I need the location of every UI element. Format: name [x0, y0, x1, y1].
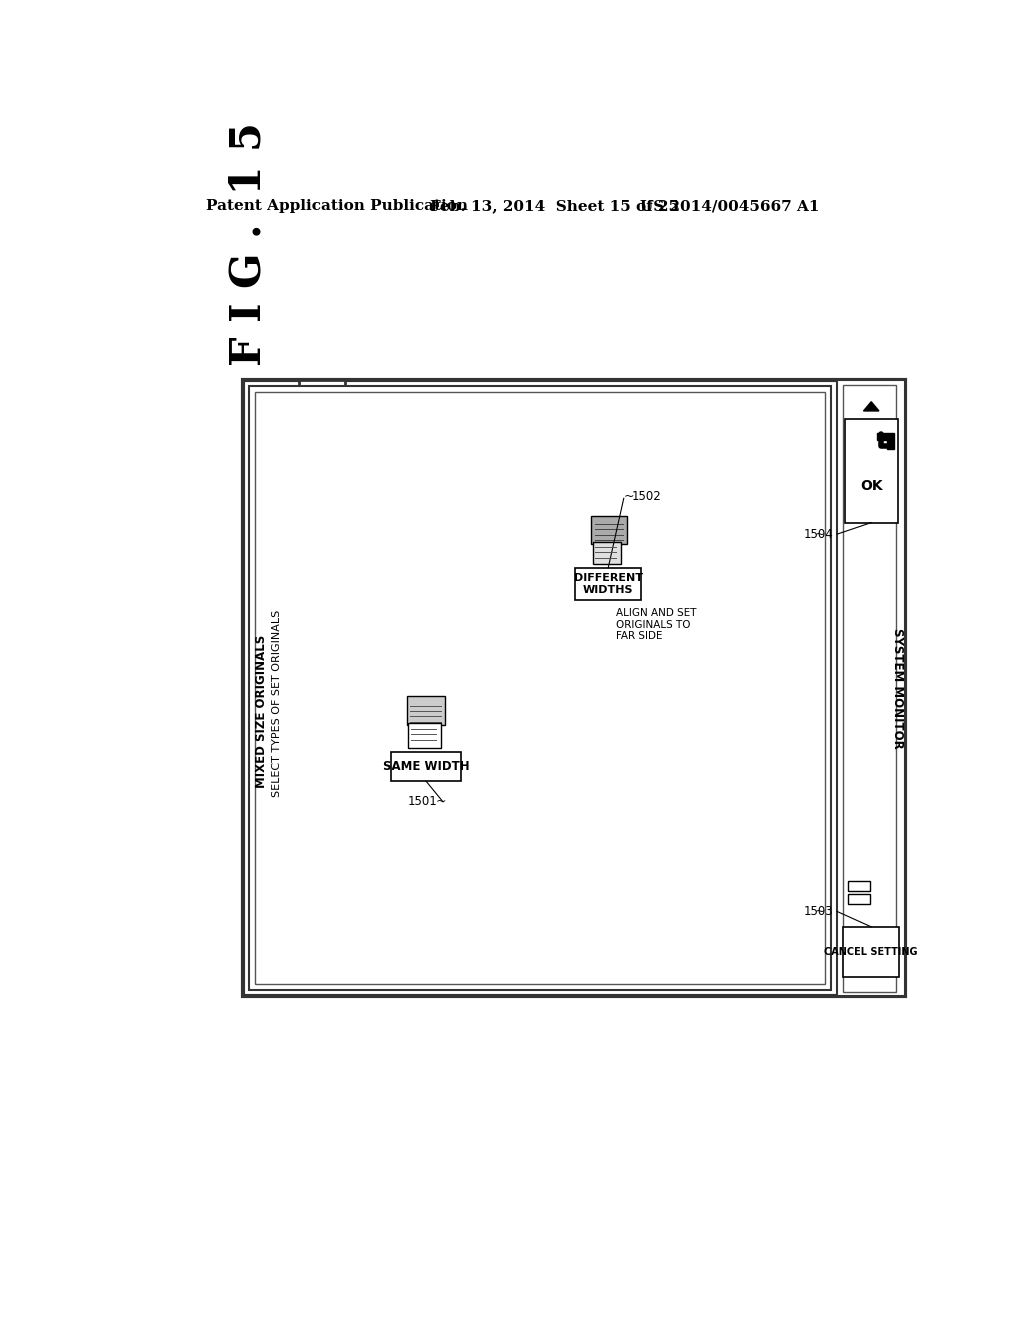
Text: SELECT TYPES OF SET ORIGINALS: SELECT TYPES OF SET ORIGINALS	[271, 610, 282, 797]
Text: CANCEL SETTING: CANCEL SETTING	[824, 946, 918, 957]
Text: DIFFERENT
WIDTHS: DIFFERENT WIDTHS	[573, 573, 643, 594]
Bar	[249, 387, 830, 990]
Bar	[845, 418, 898, 523]
Polygon shape	[878, 433, 894, 449]
Text: 1502: 1502	[632, 490, 662, 503]
Bar	[575, 568, 641, 601]
Text: ~: ~	[815, 906, 825, 917]
Text: OK: OK	[860, 479, 883, 494]
Bar	[593, 543, 621, 564]
Text: ~: ~	[624, 490, 634, 503]
Text: MIXED SIZE ORIGINALS: MIXED SIZE ORIGINALS	[255, 635, 268, 788]
Text: ~: ~	[815, 528, 825, 541]
Text: ~: ~	[435, 796, 445, 808]
Text: F I G .  1 5: F I G . 1 5	[227, 123, 269, 367]
Bar	[844, 927, 899, 977]
Text: SYSTEM MONITOR: SYSTEM MONITOR	[891, 628, 904, 748]
Text: ALIGN AND SET
ORIGINALS TO
FAR SIDE: ALIGN AND SET ORIGINALS TO FAR SIDE	[616, 609, 696, 642]
Bar	[391, 752, 461, 781]
Bar	[255, 392, 824, 983]
Text: Patent Application Publication: Patent Application Publication	[206, 199, 468, 213]
Bar	[243, 380, 905, 997]
Bar	[409, 723, 440, 748]
Bar	[848, 880, 869, 891]
Bar	[299, 380, 345, 391]
Bar	[848, 894, 869, 904]
Text: 1503: 1503	[804, 906, 834, 917]
Bar	[591, 516, 627, 544]
Text: 1501: 1501	[408, 796, 437, 808]
Text: SAME WIDTH: SAME WIDTH	[383, 760, 469, 774]
Bar	[844, 385, 896, 991]
Text: 1504: 1504	[804, 528, 834, 541]
Text: US 2014/0045667 A1: US 2014/0045667 A1	[640, 199, 819, 213]
Bar	[407, 696, 445, 725]
Polygon shape	[863, 401, 879, 411]
Text: Feb. 13, 2014  Sheet 15 of 25: Feb. 13, 2014 Sheet 15 of 25	[430, 199, 679, 213]
Bar	[838, 380, 905, 997]
